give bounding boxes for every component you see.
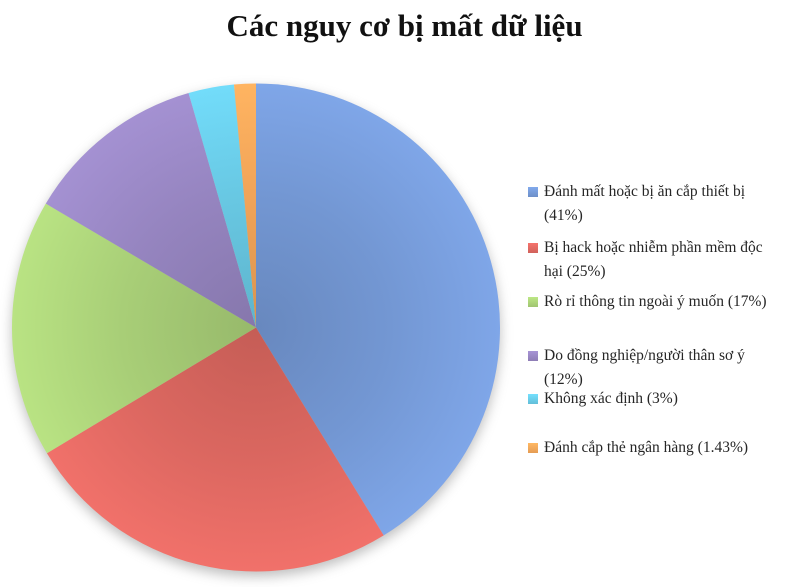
legend-item-label-line: Đánh cắp thẻ ngân hàng (1.43%) <box>544 439 749 456</box>
legend-key-swatch <box>528 187 538 197</box>
pie-slice <box>256 83 500 536</box>
legend-item: Đánh mất hoặc bị ăn cắp thiết bị (41%) <box>528 180 794 228</box>
legend-key-swatch <box>528 351 538 361</box>
legend-item-label: Đánh mất hoặc bị ăn cắp thiết bị (41%) <box>544 180 794 228</box>
legend-key-swatch <box>528 243 538 253</box>
legend-item-label-line: Bị hack hoặc nhiễm phần mềm độc <box>544 239 763 256</box>
legend-item-label-line: Rò rỉ thông tin ngoài ý muốn (17%) <box>544 293 767 310</box>
legend-key-swatch <box>528 443 538 453</box>
legend-item-label-line: hại (25%) <box>544 263 606 280</box>
legend-item: Bị hack hoặc nhiễm phần mềm độc hại (25%) <box>528 236 794 284</box>
legend-item-label: Rò rỉ thông tin ngoài ý muốn (17%) <box>544 290 794 314</box>
legend-key-swatch <box>528 297 538 307</box>
pie-slices-group <box>11 83 500 572</box>
legend-item-label: Đánh cắp thẻ ngân hàng (1.43%) <box>544 436 794 460</box>
legend-item: Do đồng nghiệp/người thân sơ ý (12%) <box>528 344 794 392</box>
pie-slice <box>45 93 256 328</box>
legend-item-label-line: (41%) <box>544 207 583 224</box>
legend-item-label-line: Đánh mất hoặc bị ăn cắp thiết bị <box>544 183 746 200</box>
legend-item: Đánh cắp thẻ ngân hàng (1.43%) <box>528 436 794 460</box>
legend-item-label-line: Không xác định (3%) <box>544 390 678 407</box>
legend-item-label-line: (12%) <box>544 371 583 388</box>
legend-item: Rò rỉ thông tin ngoài ý muốn (17%) <box>528 290 794 314</box>
legend-item-label-line: Do đồng nghiệp/người thân sơ ý <box>544 347 745 364</box>
legend-item-label: Do đồng nghiệp/người thân sơ ý (12%) <box>544 344 794 392</box>
pie-slice <box>11 203 256 454</box>
legend-key-swatch <box>528 394 538 404</box>
legend-item: Không xác định (3%) <box>528 387 794 411</box>
chart-title: Các nguy cơ bị mất dữ liệu <box>226 8 583 43</box>
legend-item-label: Không xác định (3%) <box>544 387 794 411</box>
pie-slice <box>46 327 384 572</box>
pie-slice <box>233 83 256 328</box>
pie-slice <box>188 84 256 328</box>
legend-item-label: Bị hack hoặc nhiễm phần mềm độc hại (25%) <box>544 236 794 284</box>
chart-legend: Đánh mất hoặc bị ăn cắp thiết bị (41%) Bị … <box>528 0 794 587</box>
